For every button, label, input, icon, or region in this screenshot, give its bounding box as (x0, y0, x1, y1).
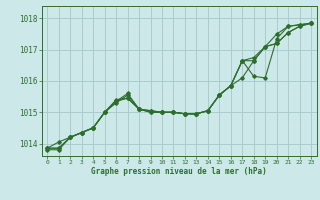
X-axis label: Graphe pression niveau de la mer (hPa): Graphe pression niveau de la mer (hPa) (91, 167, 267, 176)
